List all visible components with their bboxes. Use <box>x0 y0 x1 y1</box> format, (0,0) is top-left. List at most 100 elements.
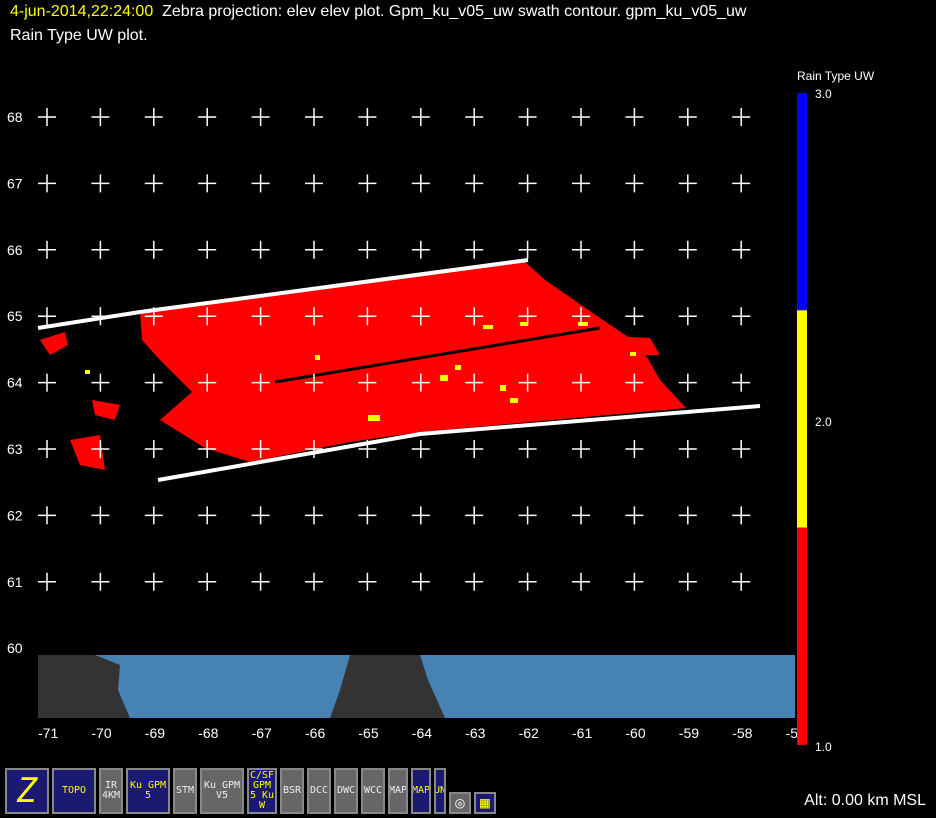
stm-button[interactable]: STM <box>173 768 197 814</box>
grid-cross <box>38 307 56 326</box>
colorbar-segment <box>797 527 807 745</box>
dcc-button[interactable]: DCC <box>307 768 331 814</box>
grid-cross <box>518 307 537 326</box>
zebra-button[interactable]: Z <box>5 768 49 814</box>
colorbar-segment <box>797 310 807 528</box>
topo-button[interactable]: TOPO <box>52 768 96 814</box>
gpm-ku-v5-button[interactable]: Ku GPM V5 <box>200 768 244 814</box>
grid-cross <box>358 373 377 392</box>
gpm-ku-icon: Ku GPM 5 <box>129 780 167 801</box>
grid-cross <box>678 108 697 126</box>
us-map-icon: MAP <box>388 785 408 796</box>
grid-cross <box>198 572 217 591</box>
lon-label: -69 <box>145 725 165 741</box>
lat-label: 63 <box>7 441 23 457</box>
grid-cross <box>198 373 217 392</box>
lon-label: -59 <box>679 725 699 741</box>
bounds-button[interactable]: BOUNDS <box>434 768 446 814</box>
grid-cross <box>625 440 644 458</box>
grid-cross <box>411 108 430 126</box>
land-central <box>330 655 445 718</box>
lon-label: -58 <box>732 725 752 741</box>
grid-cross <box>518 440 537 458</box>
grid-cross <box>732 373 751 392</box>
lon-label: -62 <box>519 725 539 741</box>
lat-label: 68 <box>7 109 23 125</box>
lon-label: -67 <box>252 725 272 741</box>
grid-cross <box>465 307 484 326</box>
ir-button[interactable]: IR 4KM <box>99 768 123 814</box>
grid-cross <box>572 108 590 126</box>
swath-edge-north <box>37 258 529 330</box>
grid-cross <box>91 108 110 126</box>
wcc-button[interactable]: WCC <box>361 768 385 814</box>
dwc-icon: DWC <box>336 785 356 796</box>
grid-cross <box>465 240 484 259</box>
grid-cross <box>358 307 377 326</box>
grid-cross <box>91 373 110 392</box>
grid-cross <box>198 174 217 193</box>
wcc-icon: WCC <box>363 785 383 796</box>
lat-label: 60 <box>7 640 23 656</box>
map-grey-button[interactable]: MAP <box>388 768 408 814</box>
grid-cross <box>625 108 644 126</box>
grid-cross <box>91 240 110 259</box>
map-blue-button[interactable]: MAP <box>411 768 431 814</box>
grid-cross <box>38 174 56 193</box>
gpm-ku-button[interactable]: Ku GPM 5 <box>126 768 170 814</box>
plot-title-line2: Rain Type UW plot. <box>10 27 148 44</box>
grid-toggle-button[interactable]: ▦ <box>474 792 496 814</box>
colorbar <box>797 93 807 745</box>
dcc-icon: DCC <box>309 785 329 796</box>
altitude-readout: Alt: 0.00 km MSL <box>804 792 926 809</box>
lat-lon-grid <box>38 108 751 591</box>
grid-cross <box>572 174 590 193</box>
grid-cross <box>358 506 377 525</box>
grid-cross <box>251 174 270 193</box>
grid-cross <box>198 440 217 458</box>
grid-cross <box>465 572 484 591</box>
title-text: Zebra projection: elev elev plot. Gpm_ku… <box>162 3 747 20</box>
bsr-button[interactable]: BSR <box>280 768 304 814</box>
lon-label: -68 <box>198 725 218 741</box>
colorbar-tick-3: 3.0 <box>815 87 832 101</box>
grid-cross <box>305 108 323 126</box>
dwc-button[interactable]: DWC <box>334 768 358 814</box>
grid-cross <box>465 174 484 193</box>
grid-cross <box>732 572 751 591</box>
grid-cross <box>625 373 644 392</box>
csf-button[interactable]: C/SF GPM 5 Ku W <box>247 768 277 814</box>
toolbar: Z TOPO IR 4KM Ku GPM 5 STM Ku GPM V5 C/SF GPM … <box>5 768 496 814</box>
grid-cross <box>572 440 590 458</box>
grid-cross <box>465 373 484 392</box>
land-west <box>38 655 130 718</box>
grid-cross <box>625 174 644 193</box>
plot-area[interactable]: 68 67 66 65 64 63 62 61 60 -71 -70 -69 -68 -67 -66 -65… <box>0 0 936 760</box>
grid-cross <box>678 174 697 193</box>
grid-cross <box>678 307 697 326</box>
grid-cross <box>251 440 270 458</box>
grid-toggle-icon: ▦ <box>480 793 490 812</box>
grid-cross <box>572 307 590 326</box>
grid-cross <box>144 108 163 126</box>
grid-cross <box>411 373 430 392</box>
zoom-target-button[interactable]: ◎ <box>449 792 471 814</box>
grid-cross <box>251 108 270 126</box>
grid-cross <box>251 240 270 259</box>
grid-cross <box>358 174 377 193</box>
zoom-target-icon: ◎ <box>455 793 465 812</box>
lon-label: -70 <box>91 725 111 741</box>
grid-cross <box>305 572 323 591</box>
lon-label: -61 <box>572 725 592 741</box>
bounds-icon: BOUNDS <box>434 785 446 796</box>
grid-cross <box>411 307 430 326</box>
lat-label: 61 <box>7 574 23 590</box>
grid-cross <box>411 240 430 259</box>
lon-label: -60 <box>625 725 645 741</box>
grid-cross <box>144 506 163 525</box>
grid-cross <box>38 108 56 126</box>
grid-cross <box>91 506 110 525</box>
grid-cross <box>625 307 644 326</box>
grid-cross <box>91 307 110 326</box>
lon-label: -71 <box>38 725 58 741</box>
